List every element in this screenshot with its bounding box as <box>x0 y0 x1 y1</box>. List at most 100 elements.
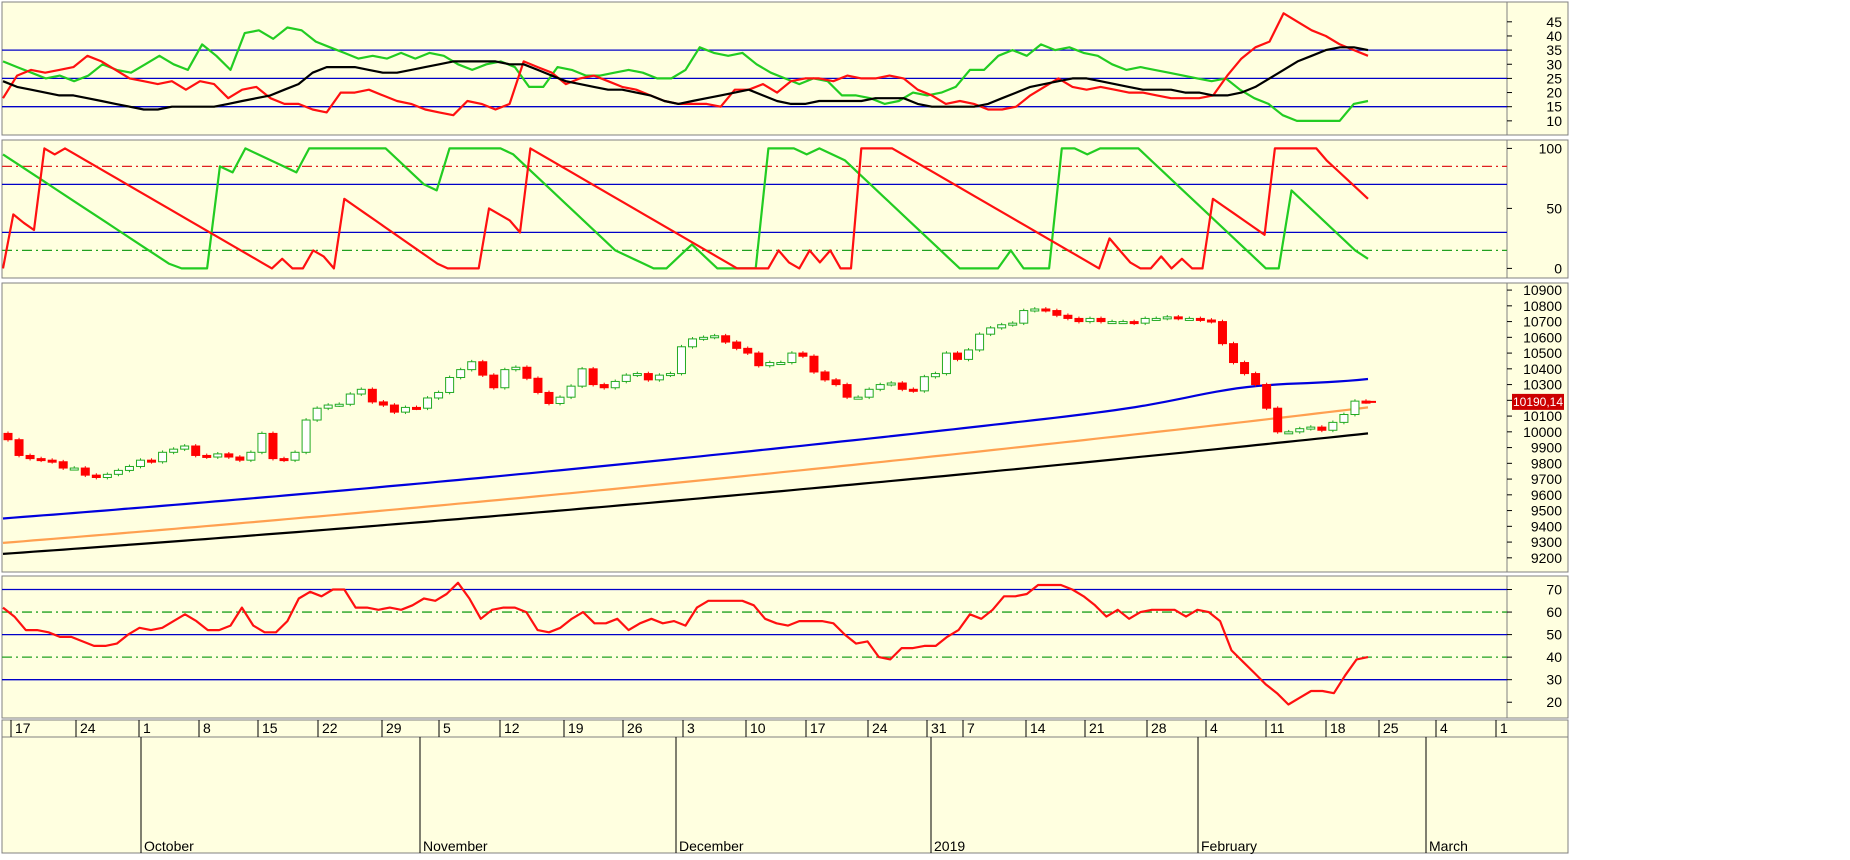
price-candle-down <box>1217 321 1227 345</box>
price-candle-up <box>290 451 300 461</box>
aroon-y-tick-label: 100 <box>1539 140 1563 156</box>
x-month-label: February <box>1201 838 1257 854</box>
price-candle-down <box>897 382 907 390</box>
price-candle-up <box>1085 317 1095 323</box>
price-y-tick-label: 10900 <box>1523 282 1562 298</box>
price-candle-up <box>113 469 123 475</box>
rsi-y-tick-label: 70 <box>1546 582 1562 598</box>
price-y-tick-label: 9800 <box>1531 455 1562 471</box>
price-candle-down <box>952 352 962 360</box>
price-candle-down <box>522 366 532 379</box>
price-candle-up <box>445 376 455 393</box>
price-y-tick-label: 10400 <box>1523 361 1562 377</box>
price-candle-down <box>478 361 488 376</box>
price-candle-up <box>1350 400 1360 416</box>
dmi-y-tick-label: 45 <box>1546 14 1562 30</box>
price-candle-down <box>1206 319 1216 323</box>
x-day-label: 4 <box>1440 720 1448 736</box>
price-y-tick-label: 10000 <box>1523 424 1562 440</box>
rsi-panel <box>1 575 1569 719</box>
x-day-label: 5 <box>443 720 451 736</box>
price-candle-down <box>412 406 422 410</box>
price-candle-up <box>1284 431 1294 435</box>
price-candle-down <box>831 379 841 386</box>
x-day-label: 15 <box>262 720 278 736</box>
price-candle-down <box>191 445 201 456</box>
x-month-label: November <box>423 838 488 854</box>
price-y-tick-label: 9600 <box>1531 487 1562 503</box>
price-candle-up <box>577 368 587 387</box>
x-day-label: 29 <box>386 720 402 736</box>
x-month-label: October <box>144 838 194 854</box>
price-y-tick-label: 10500 <box>1523 345 1562 361</box>
price-y-tick-label: 10100 <box>1523 408 1562 424</box>
rsi-y-tick-label: 30 <box>1546 672 1562 688</box>
price-candle-down <box>489 374 499 389</box>
price-candle-up <box>853 396 863 400</box>
price-candle-down <box>1041 308 1051 312</box>
x-day-label: 19 <box>568 720 584 736</box>
last-price-badge <box>1512 393 1564 410</box>
price-candle-down <box>798 352 808 357</box>
price-candle-up <box>1019 310 1029 324</box>
x-day-label: 24 <box>872 720 888 736</box>
price-candle-down <box>1262 384 1272 409</box>
price-candle-down <box>1074 317 1084 323</box>
x-day-label: 10 <box>750 720 766 736</box>
price-ma-blue-line <box>2 377 1369 520</box>
price-candle-up <box>434 391 444 399</box>
price-candle-down <box>389 404 399 413</box>
dmi-panel <box>1 1 1569 136</box>
price-candle-up <box>423 397 433 409</box>
x-day-label: 17 <box>15 720 31 736</box>
price-candle-down <box>224 453 234 458</box>
x-day-label: 21 <box>1089 720 1105 736</box>
aroon-green-line <box>2 147 1369 270</box>
price-candle-up <box>1030 308 1040 312</box>
price-candle-up <box>1306 426 1316 430</box>
dmi-red-line <box>2 12 1369 117</box>
price-candle-up <box>500 369 510 389</box>
x-day-label: 7 <box>967 720 975 736</box>
price-candle-down <box>91 474 101 479</box>
x-day-label: 17 <box>810 720 826 736</box>
price-candle-up <box>180 445 190 450</box>
price-candle-up <box>102 473 112 479</box>
price-candle-up <box>1118 321 1128 325</box>
price-candle-up <box>1339 414 1349 423</box>
price-candle-up <box>400 406 410 413</box>
price-candle-up <box>169 448 179 453</box>
price-candle-up <box>467 361 477 371</box>
dmi-y-tick-label: 20 <box>1546 85 1562 101</box>
price-candle-up <box>1328 421 1338 431</box>
price-candle-up <box>864 388 874 398</box>
rsi-y-tick-label: 40 <box>1546 649 1562 665</box>
dmi-y-tick-label: 30 <box>1546 56 1562 72</box>
price-candle-up <box>919 376 929 392</box>
price-candle-up <box>1162 316 1172 320</box>
price-candle-up <box>975 333 985 351</box>
price-candle-up <box>566 385 576 398</box>
price-candle-down <box>36 458 46 462</box>
x-day-label: 1 <box>143 720 151 736</box>
price-candle-up <box>699 336 709 340</box>
price-candle-down <box>1129 321 1139 325</box>
price-candle-down <box>279 458 289 462</box>
price-candle-down <box>1317 426 1327 431</box>
price-candle-down <box>1173 316 1183 320</box>
price-candle-down <box>80 467 90 476</box>
rsi-y-tick-label: 20 <box>1546 694 1562 710</box>
price-candle-down <box>732 341 742 349</box>
price-ma-orange-line <box>2 406 1369 544</box>
dmi-y-tick-label: 40 <box>1546 28 1562 44</box>
price-candle-down <box>367 388 377 403</box>
price-candle-up <box>610 380 620 389</box>
price-candle-down <box>544 391 554 404</box>
price-y-tick-label: 10600 <box>1523 329 1562 345</box>
price-candle-down <box>47 459 57 463</box>
price-candle-down <box>599 384 609 389</box>
price-candle-up <box>710 335 720 339</box>
price-candle-up <box>1184 317 1194 321</box>
price-candle-down <box>378 401 388 406</box>
